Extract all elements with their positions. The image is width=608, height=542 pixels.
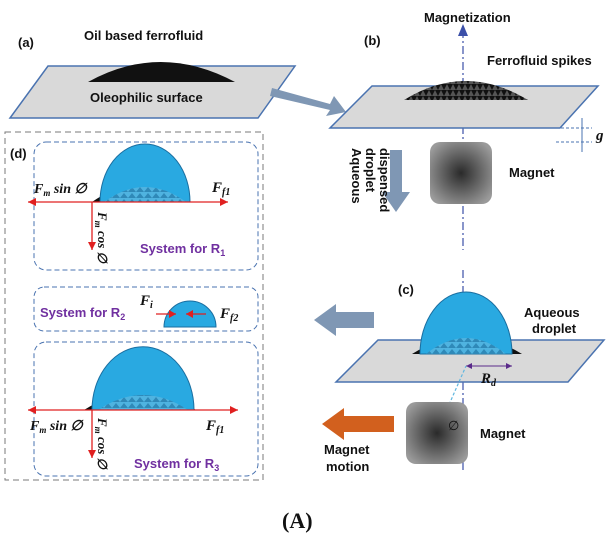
- r1-droplet: [99, 143, 191, 203]
- motion-label-2: motion: [326, 459, 369, 474]
- panel-label-b: (b): [364, 33, 381, 48]
- aqueous-droplet: [419, 291, 513, 355]
- r3-system-label: System for R3: [134, 456, 219, 473]
- droplet-label-1: Aqueous: [524, 305, 580, 320]
- svg-text:Fm cos ∅: Fm cos ∅: [93, 211, 110, 265]
- r3-ff-arrowhead: [230, 406, 238, 414]
- transition-line-2: droplet: [363, 148, 378, 193]
- droplet-label-2: droplet: [532, 321, 577, 336]
- panel-label-d: (d): [10, 146, 27, 161]
- radius-label: Rd: [480, 371, 497, 389]
- ferrofluid-spikes: [404, 81, 528, 100]
- panel-d-frame: [4, 131, 264, 481]
- r1-fm-cos-arrowhead: [88, 242, 96, 250]
- magnet-c-label: Magnet: [480, 426, 526, 441]
- transition-label: Aqueous droplet dispensed: [349, 148, 392, 212]
- transition-line-3: dispensed: [377, 148, 392, 212]
- angle-label: ∅: [448, 418, 459, 433]
- magnetization-arrowhead: [458, 24, 468, 36]
- transition-line-1: Aqueous: [349, 148, 364, 204]
- radius-arrow-right: [506, 363, 512, 369]
- r1-fm-sin-arrowhead: [28, 198, 36, 206]
- r3-fm-cos-label: Fm cos ∅: [93, 417, 110, 471]
- plate-c: [334, 339, 606, 383]
- panel-label-c: (c): [398, 282, 414, 297]
- r2-fi-label: Fi: [139, 293, 153, 311]
- r2-fi-arrowhead: [169, 310, 176, 318]
- r3-spikes: [98, 395, 188, 410]
- panel-label-a: (a): [18, 35, 34, 50]
- figure-caption: (A): [282, 508, 313, 533]
- system-r2-box: [33, 286, 259, 332]
- magnet-b-label: Magnet: [509, 165, 555, 180]
- r1-ff-arrowhead: [220, 198, 228, 206]
- r2-ff-arrowhead: [186, 310, 193, 318]
- r3-ff-label: Ff1: [205, 418, 224, 436]
- droplet-spikes: [426, 338, 506, 354]
- r3-fm-cos-arrowhead: [88, 450, 96, 458]
- r1-fm-sin-label: Fm sin ∅: [33, 182, 88, 198]
- gap-label: g: [595, 128, 604, 144]
- plate-b: [328, 85, 600, 129]
- magnet-c: [406, 402, 468, 464]
- r1-ff-label: Ff1: [211, 180, 230, 198]
- arrow-b-to-c: [382, 150, 410, 212]
- motion-label-1: Magnet: [324, 442, 370, 457]
- magnet-b: [430, 142, 492, 204]
- arrow-c-to-d: [314, 304, 374, 336]
- r3-fm-sin-label: Fm sin ∅: [29, 419, 84, 435]
- system-r3-box: [33, 341, 259, 477]
- svg-text:Fm cos ∅: Fm cos ∅: [93, 417, 110, 471]
- radius-arrow-left: [466, 363, 472, 369]
- r3-fm-sin-arrowhead: [28, 406, 36, 414]
- r1-spikes: [104, 187, 186, 202]
- r1-fm-cos-label: Fm cos ∅: [93, 211, 110, 265]
- spikes-label: Ferrofluid spikes: [487, 53, 592, 68]
- ferrofluid-drop: [88, 62, 235, 82]
- r2-system-label: System for R2: [40, 305, 125, 322]
- arrow-a-to-b: [270, 88, 346, 116]
- surface-label: Oleophilic surface: [90, 90, 203, 105]
- system-r1-box: [33, 141, 259, 271]
- r1-system-label: System for R1: [140, 241, 225, 258]
- ferrofluid-label: Oil based ferrofluid: [84, 28, 203, 43]
- r2-ff-label: Ff2: [219, 306, 238, 324]
- magnetization-label: Magnetization: [424, 10, 511, 25]
- r3-droplet: [91, 346, 195, 411]
- magnet-motion-arrow: [322, 408, 394, 440]
